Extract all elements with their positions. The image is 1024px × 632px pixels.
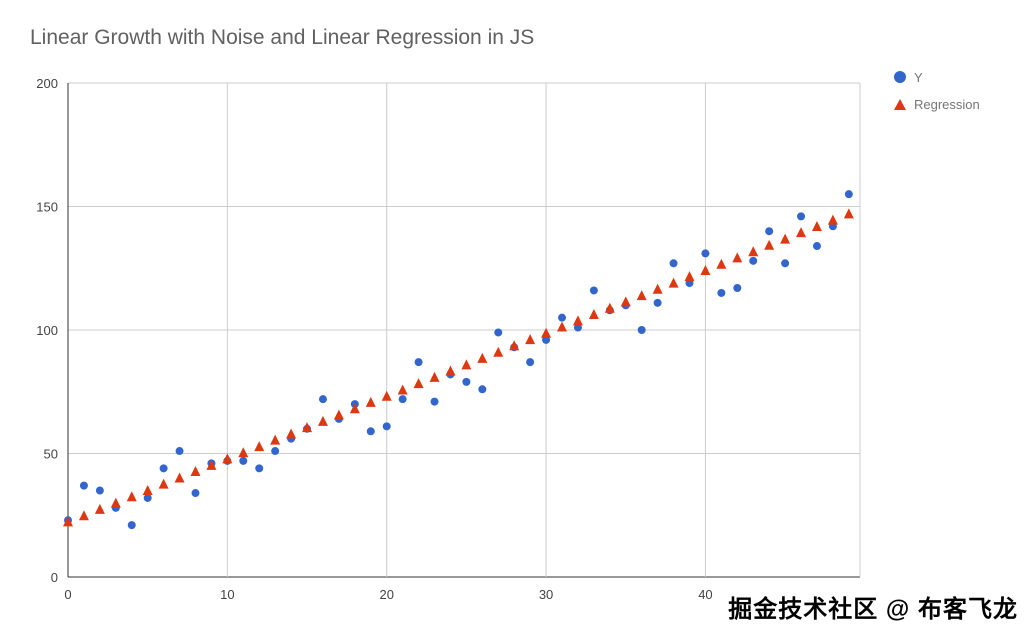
svg-text:20: 20 <box>379 587 393 602</box>
chart-title: Linear Growth with Noise and Linear Regr… <box>30 26 535 49</box>
svg-text:0: 0 <box>51 570 58 585</box>
svg-text:200: 200 <box>36 76 58 91</box>
circle-marker-icon <box>894 71 906 83</box>
legend-item-y: Y <box>894 69 980 85</box>
legend: Y Regression <box>894 69 980 112</box>
watermark-text: 掘金技术社区 @ 布客飞龙 <box>728 596 1018 623</box>
svg-text:30: 30 <box>539 587 553 602</box>
svg-text:50: 50 <box>44 447 58 462</box>
svg-text:40: 40 <box>698 587 712 602</box>
svg-text:150: 150 <box>36 200 58 215</box>
triangle-marker-icon <box>894 98 906 110</box>
legend-label-y: Y <box>914 69 923 85</box>
svg-text:10: 10 <box>220 587 234 602</box>
svg-text:0: 0 <box>64 587 71 602</box>
svg-text:100: 100 <box>36 323 58 338</box>
legend-label-regression: Regression <box>914 96 980 112</box>
legend-item-regression: Regression <box>894 96 980 112</box>
